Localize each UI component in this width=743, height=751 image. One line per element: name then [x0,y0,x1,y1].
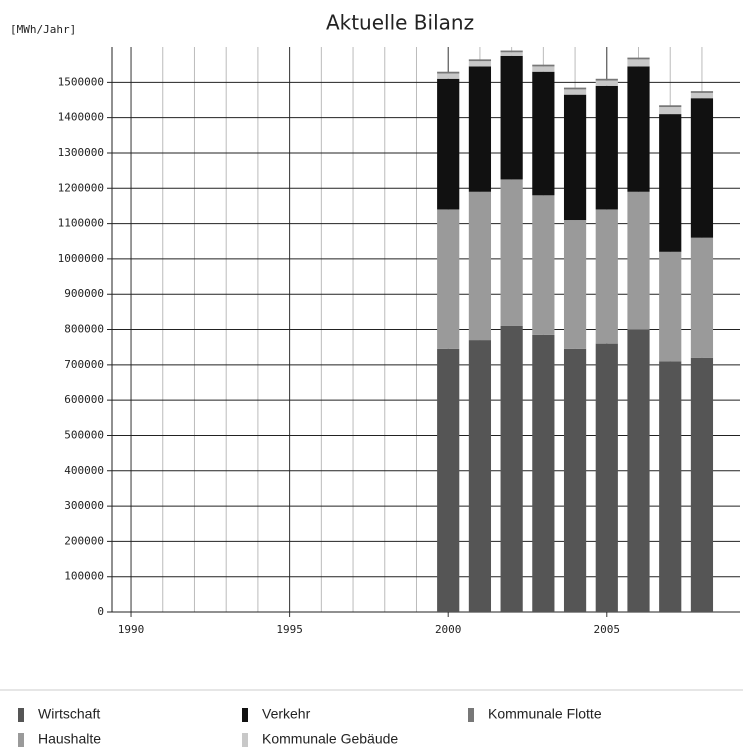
y-tick-label: 900000 [64,287,104,300]
bar-segment [468,59,492,62]
bar-segment [500,52,523,56]
bar-segment [595,80,618,86]
bar-segment [437,73,460,79]
chart-title: Aktuelle Bilanz [326,11,474,35]
bar-segment [468,66,492,192]
legend-swatch [18,733,24,747]
bar-segment [437,209,460,349]
y-tick-label: 300000 [64,499,104,512]
bar-segment [595,85,618,210]
y-tick-label: 200000 [64,534,104,547]
bar-segment [437,78,460,210]
bar-segment [595,209,618,344]
y-tick-label: 1100000 [58,217,104,230]
x-tick-label: 2005 [594,623,621,636]
bar-segment [690,91,714,93]
bar-segment [659,114,682,252]
y-tick-label: 800000 [64,323,104,336]
bar-segment [563,89,587,95]
legend-label: Verkehr [262,706,311,722]
bar-segment [690,98,714,238]
x-tick-label: 1990 [118,623,145,636]
y-tick-label: 1000000 [58,252,104,265]
bar-segment [563,220,587,349]
bar-segment [627,59,650,67]
y-tick-label: 400000 [64,464,104,477]
legend-swatch [242,708,248,722]
bar-segment [595,78,618,81]
bar-segment [563,94,587,221]
bar-segment [659,105,682,108]
y-tick-label: 0 [97,605,104,618]
y-tick-label: 700000 [64,358,104,371]
bar-segment [563,348,587,612]
x-tick-label: 1995 [276,623,303,636]
bar-segment [532,71,555,196]
bar-segment [468,191,492,341]
bar-segment [690,357,714,612]
legend-label: Wirtschaft [38,706,100,722]
bar-segment [500,50,523,53]
y-tick-label: 1200000 [58,181,104,194]
y-tick-label: 1300000 [58,146,104,159]
bar-segment [690,92,714,99]
bar-segment [500,179,523,326]
bar-segment [437,348,460,612]
legend-swatch [242,733,248,747]
y-tick-label: 100000 [64,570,104,583]
bar-segment [437,71,460,74]
legend-label: Kommunale Gebäude [262,731,398,747]
bar-segment [659,361,682,612]
y-tick-label: 500000 [64,428,104,441]
bar-segment [595,343,618,612]
y-tick-label: 1500000 [58,75,104,88]
bar-segment [532,64,555,67]
y-tick-label: 600000 [64,393,104,406]
bar-segment [532,195,555,335]
bar-segment [500,55,523,180]
bar-segment [563,87,587,90]
bar-segment [627,66,650,192]
legend-label: Haushalte [38,731,101,747]
x-tick-label: 2000 [435,623,462,636]
y-tick-label: 1400000 [58,111,104,124]
bar-segment [627,57,650,60]
y-axis-label: [MWh/Jahr] [10,23,76,36]
legend-swatch [468,708,474,722]
bar-segment [659,107,682,115]
bar-segment [468,340,492,612]
bar-segment [627,191,650,330]
bar-segment [532,334,555,612]
bar-segment [690,237,714,358]
bar-segment [500,325,523,612]
bar-segment [659,251,682,362]
legend-label: Kommunale Flotte [488,706,602,722]
bar-segment [532,66,555,72]
legend-swatch [18,708,24,722]
bar-segment [627,329,650,612]
bar-segment [468,61,492,67]
